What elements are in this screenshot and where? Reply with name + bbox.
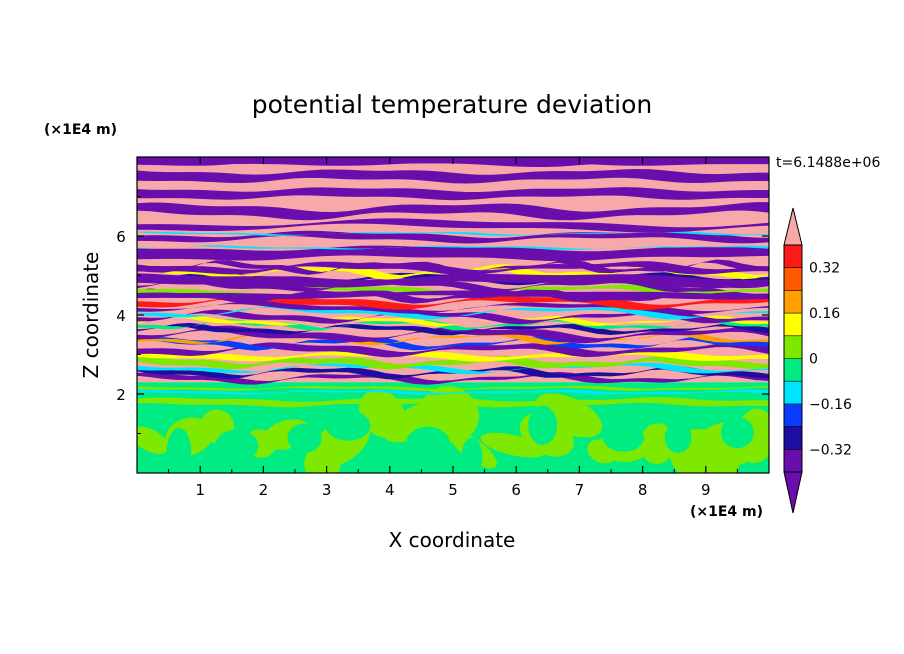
upper-thin-line (137, 245, 769, 250)
x-axis-ticks: 1 2 3 4 5 6 7 8 9 (168, 157, 738, 499)
plot-area (137, 157, 769, 473)
lower-hole (461, 437, 483, 473)
upper-stripe (137, 202, 769, 221)
colorbar-swatch (784, 245, 802, 268)
x-tick-label: 3 (322, 481, 332, 499)
lower-hole (166, 427, 192, 473)
x-tick-label: 6 (511, 481, 521, 499)
turbulent-stripe (137, 322, 769, 336)
turbulent-stripe (137, 259, 769, 275)
colorbar-swatch (784, 358, 802, 382)
transition-line (137, 385, 769, 391)
upper-stripe (137, 290, 769, 300)
contour-field (137, 157, 769, 473)
colorbar-swatch (784, 290, 802, 314)
lower-hole (215, 429, 259, 463)
colorbar-label: −0.16 (809, 397, 852, 413)
y-unit-label: (×1E4 m) (44, 122, 117, 138)
x-tick-label: 9 (701, 481, 711, 499)
colorbar-swatch (784, 335, 802, 359)
turbulent-stripe (137, 341, 769, 358)
x-tick-label: 8 (638, 481, 648, 499)
time-label: t=6.1488e+06 (776, 155, 880, 171)
colorbar-swatch (784, 403, 802, 427)
x-axis-label: X coordinate (389, 528, 516, 552)
colorbar-label: 0.16 (809, 306, 840, 322)
lower-hole (720, 416, 754, 449)
lower-hole (664, 422, 692, 453)
transition-line (137, 389, 769, 395)
y-axis-ticks: 2 4 6 (116, 196, 769, 434)
x-tick-label: 7 (575, 481, 585, 499)
x-tick-label: 5 (448, 481, 458, 499)
lower-hole (405, 426, 450, 461)
colorbar-swatch (784, 267, 802, 291)
y-tick-label: 4 (116, 307, 126, 325)
upper-stripe (137, 273, 769, 288)
lower-hole (325, 410, 371, 441)
x-tick-label: 2 (259, 481, 269, 499)
colorbar-swatch (784, 313, 802, 337)
colorbar-swatch (784, 381, 802, 405)
turbulent-stripe (137, 315, 769, 327)
upper-stripe (137, 261, 769, 276)
lower-blob (480, 432, 546, 458)
lower-hole (602, 423, 644, 452)
turbulent-stripe (137, 309, 769, 325)
y-tick-label: 6 (116, 228, 126, 246)
colorbar-swatch (784, 449, 802, 473)
upper-stripe (137, 169, 769, 184)
y-axis-label: Z coordinate (79, 252, 103, 379)
colorbar-over-arrow (783, 207, 803, 246)
upper-thin-line (137, 231, 769, 236)
x-tick-label: 1 (195, 481, 205, 499)
chart-title: potential temperature deviation (252, 90, 652, 119)
lower-edge (137, 397, 769, 408)
turbulent-stripe (137, 288, 769, 304)
colorbar-label: 0 (809, 352, 818, 368)
colorbar-under-arrow (783, 471, 803, 514)
colorbar-label: −0.32 (809, 442, 852, 458)
turbulent-stripe (137, 325, 769, 344)
y-tick-label: 2 (116, 386, 126, 404)
turbulent-stripe (137, 355, 769, 370)
colorbar: 0.32 0.16 0 −0.16 −0.32 (783, 207, 852, 514)
turbulent-stripe (137, 318, 769, 331)
lower-hole (287, 423, 322, 453)
turbulent-stripe (137, 371, 769, 385)
x-tick-label: 4 (385, 481, 395, 499)
upper-stripe (137, 187, 769, 201)
colorbar-swatch (784, 426, 802, 450)
upper-stripe (137, 245, 769, 262)
upper-stripe (137, 218, 769, 233)
colorbar-label: 0.32 (809, 261, 840, 277)
x-unit-label: (×1E4 m) (690, 504, 763, 520)
turbulent-stripe (137, 336, 769, 351)
lower-hole (528, 405, 558, 445)
